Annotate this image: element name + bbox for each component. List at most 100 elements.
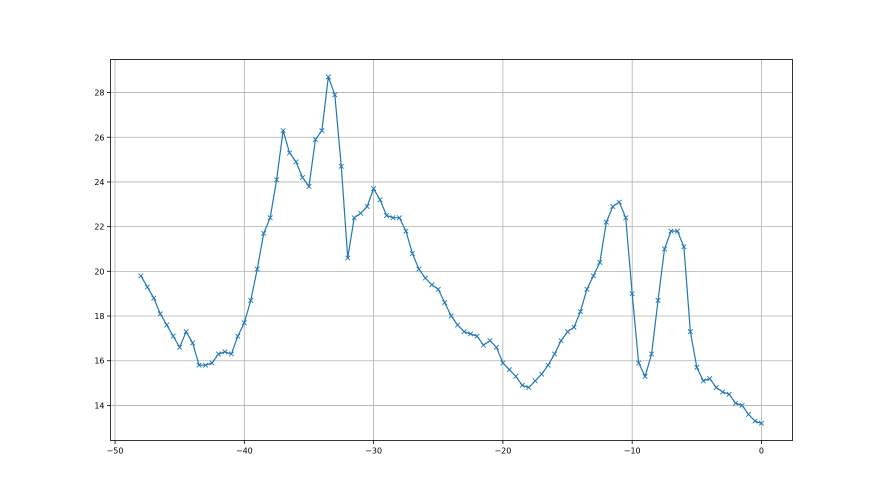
data-point-marker xyxy=(732,400,739,406)
data-point-marker xyxy=(461,329,467,335)
data-point-marker xyxy=(642,373,648,379)
data-point-marker xyxy=(513,373,519,379)
data-point-marker xyxy=(151,295,157,301)
data-point-marker xyxy=(474,333,480,339)
data-point-marker xyxy=(752,418,758,424)
data-point-marker xyxy=(539,371,545,377)
y-tick-label: 26 xyxy=(94,133,104,142)
data-point-marker xyxy=(358,210,364,216)
data-point-marker xyxy=(519,382,525,388)
data-point-marker xyxy=(661,246,668,252)
data-point-marker xyxy=(254,266,260,272)
data-point-marker xyxy=(435,286,441,292)
x-tick-label: −50 xyxy=(107,447,124,456)
data-point-marker xyxy=(241,320,247,326)
data-point-marker xyxy=(429,282,435,288)
data-point-marker xyxy=(700,378,706,384)
x-tick-label: −30 xyxy=(365,447,382,456)
y-tick-label: 20 xyxy=(94,267,104,276)
data-point-marker xyxy=(713,384,719,391)
data-point-marker xyxy=(506,367,512,373)
data-point-marker xyxy=(306,183,312,190)
data-point-marker xyxy=(629,291,635,297)
data-point-marker xyxy=(345,255,351,261)
x-tick-label: −40 xyxy=(236,447,253,456)
data-point-marker xyxy=(390,215,396,221)
data-point-marker xyxy=(338,163,344,169)
data-point-marker xyxy=(422,275,428,281)
data-point-marker xyxy=(526,384,532,391)
data-point-marker xyxy=(603,219,609,225)
data-point-marker xyxy=(170,333,176,339)
data-point-marker xyxy=(299,174,306,181)
data-point-marker xyxy=(668,228,674,234)
x-tick-label: 0 xyxy=(759,447,764,456)
series xyxy=(138,74,765,426)
data-point-marker xyxy=(144,284,150,290)
y-tick-label: 22 xyxy=(94,223,104,232)
data-point-marker xyxy=(164,322,170,328)
data-point-marker xyxy=(655,297,661,304)
data-point-marker xyxy=(383,212,390,219)
data-point-marker xyxy=(332,92,338,98)
data-point-marker xyxy=(493,344,500,350)
data-point-marker xyxy=(674,228,681,234)
data-point-marker xyxy=(215,351,222,357)
data-point-marker xyxy=(351,215,357,221)
data-point-marker xyxy=(623,215,629,221)
y-tick-label: 24 xyxy=(94,178,104,187)
y-tick-label: 16 xyxy=(94,357,104,366)
data-point-marker xyxy=(177,344,183,350)
y-tick-label: 14 xyxy=(94,401,104,410)
data-point-marker xyxy=(571,324,577,330)
series-line xyxy=(140,76,762,424)
plot-frame xyxy=(110,59,793,441)
data-point-marker xyxy=(616,199,622,205)
data-point-marker xyxy=(584,286,590,292)
data-point-marker xyxy=(597,259,603,266)
data-point-marker xyxy=(235,333,241,339)
data-point-marker xyxy=(138,273,144,279)
data-point-marker xyxy=(707,375,713,382)
data-point-marker xyxy=(551,351,558,357)
x-tick-label: −20 xyxy=(494,447,511,456)
data-point-marker xyxy=(280,127,286,134)
data-point-marker xyxy=(480,342,487,348)
data-point-marker xyxy=(183,329,189,335)
y-tick-label: 18 xyxy=(94,312,104,321)
data-point-marker xyxy=(248,297,254,304)
data-point-marker xyxy=(545,362,551,368)
data-point-marker xyxy=(487,337,493,344)
data-point-marker xyxy=(416,266,422,272)
data-point-marker xyxy=(196,362,202,368)
data-point-marker xyxy=(610,203,616,210)
data-point-marker xyxy=(687,329,693,335)
data-point-marker xyxy=(726,391,732,397)
data-point-marker xyxy=(564,329,571,335)
data-point-marker xyxy=(467,331,474,337)
data-point-marker xyxy=(720,389,726,395)
data-point-marker xyxy=(228,351,235,357)
data-point-marker xyxy=(739,402,745,409)
data-point-marker xyxy=(681,244,687,250)
grid xyxy=(110,59,793,441)
data-point-marker xyxy=(312,136,319,143)
ticks: −50 −40 −30 −20 −10 0 14 16 18 20 22 24 26 28 xyxy=(94,89,764,456)
data-point-marker xyxy=(455,322,461,328)
data-point-marker xyxy=(500,360,506,366)
data-point-marker xyxy=(261,230,267,236)
data-point-marker xyxy=(442,300,448,306)
data-point-marker xyxy=(409,250,416,257)
data-point-marker xyxy=(396,215,403,221)
data-point-marker xyxy=(590,273,597,279)
data-point-marker xyxy=(758,420,765,426)
data-point-marker xyxy=(694,364,700,371)
data-point-marker xyxy=(274,177,280,183)
data-point-marker xyxy=(189,340,196,346)
data-point-marker xyxy=(577,308,584,315)
data-point-marker xyxy=(403,228,409,234)
data-point-marker xyxy=(209,360,215,366)
data-point-marker xyxy=(648,351,655,357)
data-point-marker xyxy=(558,337,564,344)
